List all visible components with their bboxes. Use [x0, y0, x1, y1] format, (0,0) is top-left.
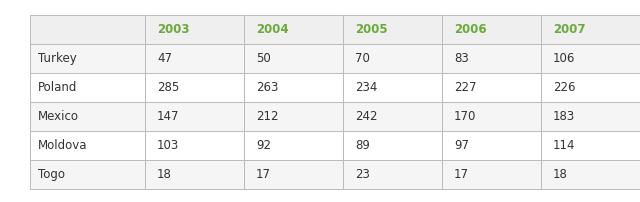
Text: 2005: 2005 [355, 23, 388, 36]
Bar [541, 15, 640, 44]
Bar [244, 131, 343, 160]
Text: 103: 103 [157, 139, 179, 152]
Text: Mexico: Mexico [38, 110, 79, 123]
Bar [442, 131, 541, 160]
Bar [442, 44, 541, 73]
Bar [343, 160, 442, 189]
Text: 242: 242 [355, 110, 378, 123]
Text: 47: 47 [157, 52, 172, 65]
Text: 70: 70 [355, 52, 370, 65]
Bar [145, 102, 244, 131]
Bar [541, 44, 640, 73]
Text: 170: 170 [454, 110, 476, 123]
Bar [145, 73, 244, 102]
Text: 18: 18 [553, 168, 568, 181]
Bar [244, 44, 343, 73]
Bar [442, 160, 541, 189]
Bar [30, 73, 145, 102]
Text: 50: 50 [256, 52, 271, 65]
Bar [145, 44, 244, 73]
Text: 2007: 2007 [553, 23, 586, 36]
Text: Moldova: Moldova [38, 139, 88, 152]
Bar [30, 160, 145, 189]
Bar [30, 102, 145, 131]
Text: 234: 234 [355, 81, 378, 94]
Text: 183: 183 [553, 110, 575, 123]
Text: Poland: Poland [38, 81, 77, 94]
Text: 227: 227 [454, 81, 477, 94]
Text: 226: 226 [553, 81, 575, 94]
Bar [244, 73, 343, 102]
Bar [442, 15, 541, 44]
Bar [442, 102, 541, 131]
Bar [541, 73, 640, 102]
Bar [343, 131, 442, 160]
Text: 2004: 2004 [256, 23, 289, 36]
Bar [442, 73, 541, 102]
Bar [343, 73, 442, 102]
Text: 2006: 2006 [454, 23, 486, 36]
Text: 285: 285 [157, 81, 179, 94]
Bar [244, 102, 343, 131]
Bar [244, 160, 343, 189]
Text: 212: 212 [256, 110, 278, 123]
Bar [541, 131, 640, 160]
Bar [541, 160, 640, 189]
Bar [541, 102, 640, 131]
Text: 83: 83 [454, 52, 468, 65]
Text: 18: 18 [157, 168, 172, 181]
Text: 97: 97 [454, 139, 469, 152]
Bar [244, 15, 343, 44]
Text: 114: 114 [553, 139, 575, 152]
Bar [343, 102, 442, 131]
Text: 89: 89 [355, 139, 370, 152]
Text: Turkey: Turkey [38, 52, 77, 65]
Bar [343, 15, 442, 44]
Bar [30, 15, 145, 44]
Text: 106: 106 [553, 52, 575, 65]
Bar [30, 44, 145, 73]
Text: 2003: 2003 [157, 23, 189, 36]
Text: 23: 23 [355, 168, 370, 181]
Bar [145, 15, 244, 44]
Text: 17: 17 [256, 168, 271, 181]
Text: 147: 147 [157, 110, 179, 123]
Bar [145, 160, 244, 189]
Text: 263: 263 [256, 81, 278, 94]
Bar [30, 131, 145, 160]
Text: 92: 92 [256, 139, 271, 152]
Bar [343, 44, 442, 73]
Text: Togo: Togo [38, 168, 65, 181]
Bar [145, 131, 244, 160]
Text: 17: 17 [454, 168, 469, 181]
